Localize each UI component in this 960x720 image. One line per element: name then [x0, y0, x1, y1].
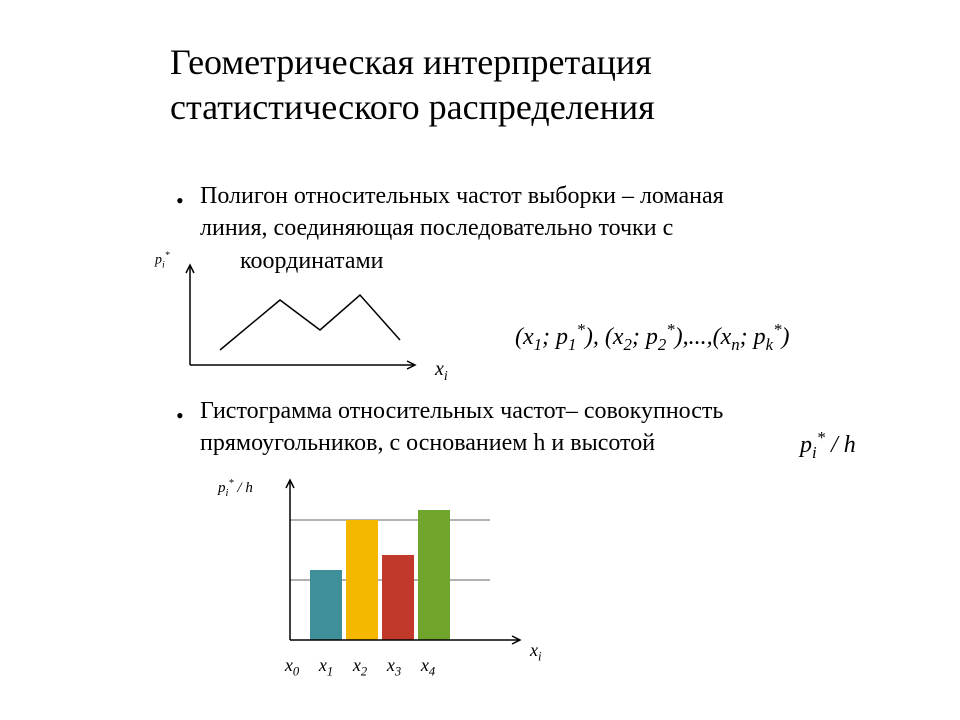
bullet2-line1: Гистограмма относительных частот– совоку…	[200, 398, 723, 424]
histogram-x-ticks: x0x1x2x3x4	[275, 655, 445, 680]
histogram-height-formula: pi* / h	[800, 428, 856, 463]
bullet2-line2: прямоугольников, с основанием h и высото…	[200, 430, 655, 456]
histogram-x-label: xi	[530, 640, 542, 665]
bullet1-line2: линия, соединяющая последовательно точки…	[200, 215, 673, 241]
bullet-dot-icon: •	[176, 186, 184, 216]
polygon-chart	[160, 260, 440, 380]
slide: Геометрическая интерпретация статистичес…	[0, 0, 960, 720]
bullet-dot-icon: •	[176, 401, 184, 431]
histogram-chart	[270, 470, 550, 660]
bullet-histogram: • Гистограмма относительных частот– сово…	[200, 395, 900, 460]
slide-title: Геометрическая интерпретация статистичес…	[170, 40, 870, 130]
coordinates-formula: (x1; p1*), (x2; p2*),...,(xn; pk*)	[515, 320, 790, 355]
histogram-y-label: pi* / h	[218, 478, 253, 499]
polygon-x-label: xi	[435, 358, 448, 385]
bullet1-line1: Полигон относительных частот выборки – л…	[200, 183, 724, 209]
